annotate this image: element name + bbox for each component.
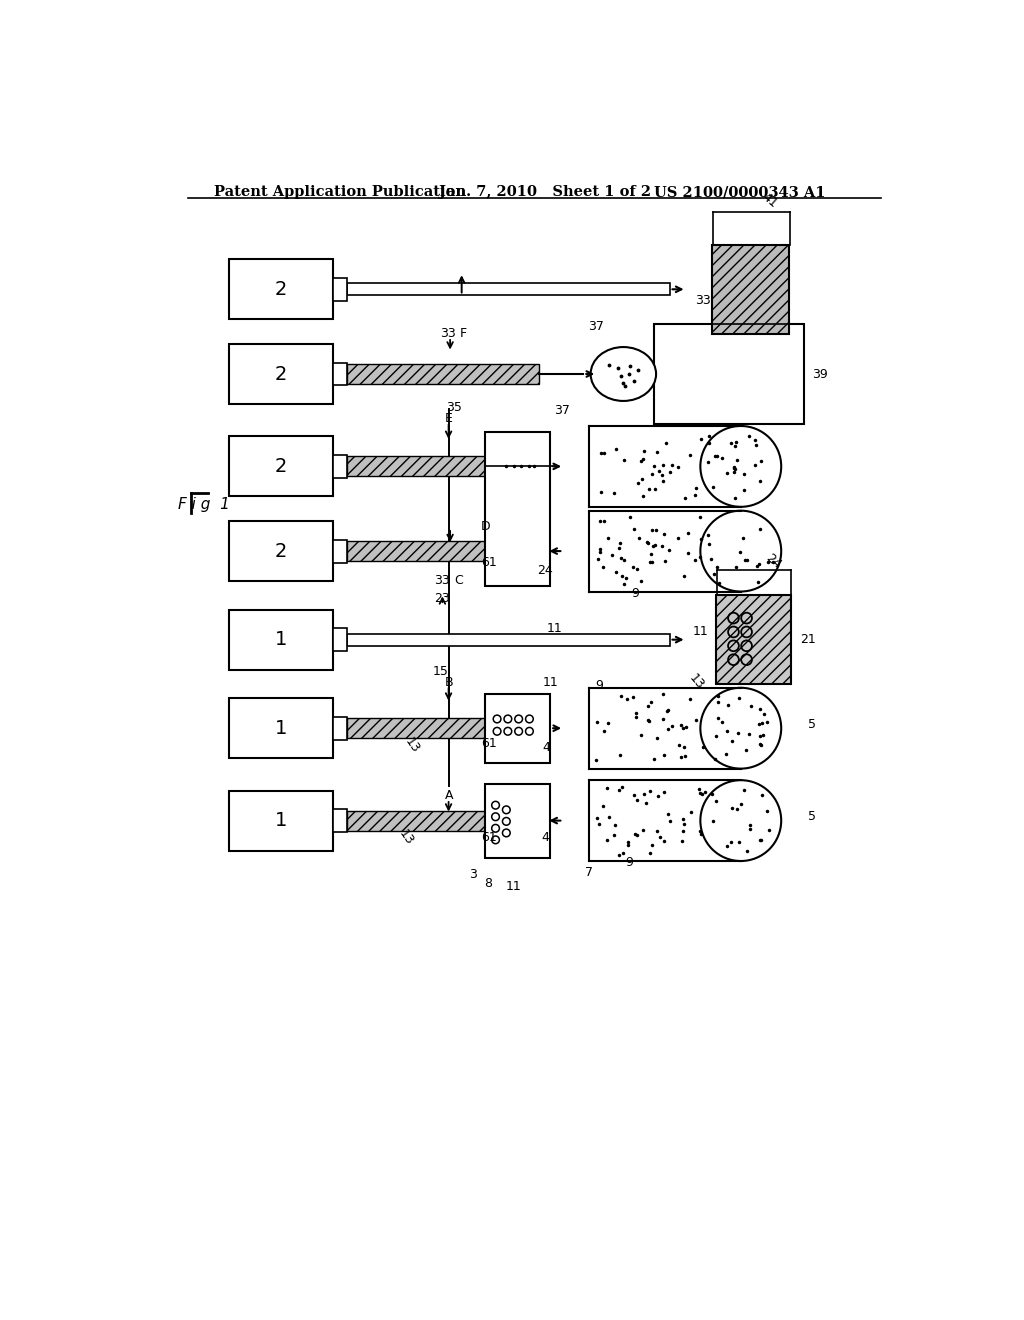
Bar <box>589 426 740 507</box>
Text: D: D <box>481 520 490 533</box>
Text: A: A <box>444 789 454 803</box>
Text: 24: 24 <box>763 550 783 572</box>
Ellipse shape <box>700 426 781 507</box>
Bar <box>333 455 346 478</box>
Text: 2: 2 <box>274 364 287 384</box>
Text: 23: 23 <box>434 593 451 606</box>
Text: 15: 15 <box>433 665 449 677</box>
Text: 61: 61 <box>481 832 497 843</box>
Bar <box>589 511 740 591</box>
Text: US 2100/0000343 A1: US 2100/0000343 A1 <box>654 185 825 199</box>
Bar <box>333 809 346 832</box>
Bar <box>333 540 346 562</box>
Bar <box>589 688 740 768</box>
Text: 24: 24 <box>537 564 553 577</box>
Bar <box>228 698 333 758</box>
Text: 11: 11 <box>692 626 709 639</box>
Bar <box>228 259 333 319</box>
Text: 7: 7 <box>585 866 593 879</box>
Bar <box>228 345 333 404</box>
Bar <box>228 437 333 496</box>
Text: 33: 33 <box>440 327 456 341</box>
Text: 2: 2 <box>274 541 287 561</box>
Bar <box>346 634 670 645</box>
Text: 2: 2 <box>274 457 287 477</box>
Text: 1: 1 <box>274 718 287 738</box>
Text: B: B <box>444 676 454 689</box>
Text: 8: 8 <box>484 878 493 890</box>
Text: Patent Application Publication: Patent Application Publication <box>214 185 466 199</box>
Bar <box>654 323 804 424</box>
Bar <box>228 521 333 581</box>
Text: 2: 2 <box>274 280 287 298</box>
Text: C: C <box>454 574 463 587</box>
Bar <box>484 693 550 763</box>
Bar <box>346 457 484 477</box>
Bar <box>484 432 550 586</box>
Text: 39: 39 <box>812 367 827 380</box>
Bar <box>346 364 539 384</box>
Text: 4: 4 <box>541 832 549 843</box>
Text: 9: 9 <box>595 680 603 693</box>
Text: F: F <box>460 327 467 341</box>
Bar <box>346 718 484 738</box>
Bar <box>228 610 333 669</box>
Text: 9: 9 <box>626 857 634 870</box>
Text: 33: 33 <box>695 294 711 308</box>
Bar <box>228 791 333 850</box>
Text: 21: 21 <box>801 634 816 647</box>
Bar <box>589 780 740 861</box>
Text: 37: 37 <box>554 404 569 417</box>
Bar <box>333 717 346 739</box>
Bar <box>346 284 670 296</box>
Text: 11: 11 <box>506 880 521 894</box>
Text: 4: 4 <box>543 741 550 754</box>
Ellipse shape <box>700 688 781 768</box>
Bar <box>716 595 792 684</box>
Bar <box>346 541 484 561</box>
Text: Jan. 7, 2010   Sheet 1 of 2: Jan. 7, 2010 Sheet 1 of 2 <box>438 185 650 199</box>
Text: 41: 41 <box>760 190 780 211</box>
Text: 9: 9 <box>631 587 639 601</box>
Text: 11: 11 <box>546 622 562 635</box>
Text: 5: 5 <box>808 718 816 731</box>
Ellipse shape <box>591 347 656 401</box>
Bar <box>712 244 788 334</box>
Text: 33: 33 <box>434 574 451 587</box>
Text: 13: 13 <box>401 735 422 755</box>
Text: 35: 35 <box>446 401 462 414</box>
Text: 1: 1 <box>274 810 287 830</box>
Ellipse shape <box>700 780 781 861</box>
Text: 3: 3 <box>469 869 477 880</box>
Text: 37: 37 <box>589 319 604 333</box>
Bar <box>346 810 484 830</box>
Text: 13: 13 <box>686 672 707 692</box>
Bar <box>333 628 346 651</box>
Text: 61: 61 <box>481 556 497 569</box>
Text: F i g  1: F i g 1 <box>178 498 230 512</box>
Text: 1: 1 <box>274 630 287 649</box>
Bar <box>484 784 550 858</box>
Text: 11: 11 <box>543 676 558 689</box>
Text: 61: 61 <box>481 737 497 750</box>
Text: 13: 13 <box>396 828 416 847</box>
Text: E: E <box>444 412 453 425</box>
Text: 5: 5 <box>808 810 816 824</box>
Bar <box>333 363 346 385</box>
Bar <box>333 279 346 301</box>
Ellipse shape <box>700 511 781 591</box>
